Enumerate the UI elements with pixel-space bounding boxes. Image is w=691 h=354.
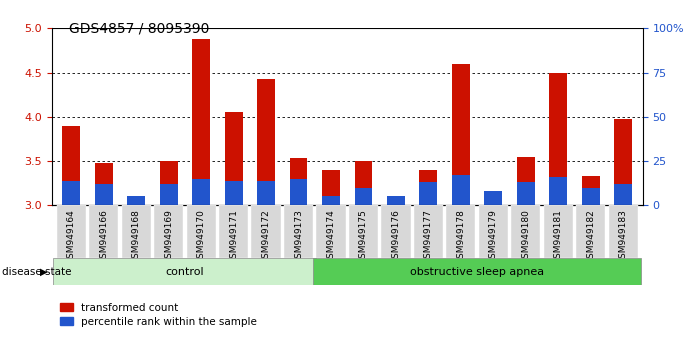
Bar [517, 182, 535, 205]
Text: GSM949177: GSM949177 [424, 210, 433, 264]
Text: GSM949175: GSM949175 [359, 210, 368, 264]
FancyBboxPatch shape [316, 205, 346, 258]
FancyBboxPatch shape [544, 205, 573, 258]
Text: GSM949173: GSM949173 [294, 210, 303, 264]
FancyBboxPatch shape [252, 205, 281, 258]
Bar [322, 170, 340, 205]
Text: GSM949179: GSM949179 [489, 210, 498, 264]
Bar [452, 175, 470, 205]
Text: GSM949174: GSM949174 [326, 210, 336, 264]
Bar [354, 188, 372, 205]
Text: GSM949170: GSM949170 [197, 210, 206, 264]
Text: GSM949168: GSM949168 [132, 210, 141, 264]
FancyBboxPatch shape [89, 205, 118, 258]
Bar [517, 157, 535, 205]
Bar [549, 177, 567, 205]
Bar [62, 181, 80, 205]
FancyBboxPatch shape [511, 205, 540, 258]
Bar [95, 184, 113, 205]
Bar [582, 188, 600, 205]
Text: GSM949171: GSM949171 [229, 210, 238, 264]
Bar [160, 184, 178, 205]
FancyBboxPatch shape [446, 205, 475, 258]
Text: disease state: disease state [2, 267, 72, 277]
Text: control: control [166, 267, 205, 277]
FancyBboxPatch shape [609, 205, 638, 258]
Text: GSM949172: GSM949172 [262, 210, 271, 264]
FancyBboxPatch shape [414, 205, 443, 258]
Text: GSM949169: GSM949169 [164, 210, 173, 264]
Bar [127, 196, 145, 205]
Bar [484, 191, 502, 205]
FancyBboxPatch shape [313, 258, 641, 285]
FancyBboxPatch shape [576, 205, 605, 258]
FancyBboxPatch shape [284, 205, 313, 258]
FancyBboxPatch shape [479, 205, 508, 258]
Bar [290, 158, 307, 205]
FancyBboxPatch shape [154, 205, 183, 258]
FancyBboxPatch shape [219, 205, 248, 258]
FancyBboxPatch shape [381, 205, 410, 258]
Bar [614, 119, 632, 205]
Bar [387, 199, 405, 205]
FancyBboxPatch shape [57, 205, 86, 258]
Text: GSM949178: GSM949178 [456, 210, 465, 264]
Bar [127, 201, 145, 205]
Bar [549, 73, 567, 205]
Bar [95, 163, 113, 205]
Bar [257, 79, 275, 205]
Bar [62, 126, 80, 205]
Text: obstructive sleep apnea: obstructive sleep apnea [410, 267, 544, 277]
Text: ▶: ▶ [39, 267, 47, 277]
Bar [225, 113, 243, 205]
Text: GSM949166: GSM949166 [100, 210, 108, 264]
FancyBboxPatch shape [53, 258, 316, 285]
Text: GSM949183: GSM949183 [618, 210, 627, 264]
Bar [354, 161, 372, 205]
Bar [192, 39, 210, 205]
Bar [614, 184, 632, 205]
Bar [225, 181, 243, 205]
Bar [322, 196, 340, 205]
Bar [484, 199, 502, 205]
Text: GSM949164: GSM949164 [67, 210, 76, 264]
Legend: transformed count, percentile rank within the sample: transformed count, percentile rank withi… [61, 303, 257, 327]
FancyBboxPatch shape [187, 205, 216, 258]
Bar [257, 181, 275, 205]
Text: GSM949180: GSM949180 [521, 210, 530, 264]
Bar [452, 64, 470, 205]
Bar [290, 179, 307, 205]
Bar [192, 179, 210, 205]
FancyBboxPatch shape [122, 205, 151, 258]
Bar [160, 161, 178, 205]
Bar [419, 182, 437, 205]
Text: GSM949182: GSM949182 [586, 210, 595, 264]
Text: GSM949181: GSM949181 [553, 210, 562, 264]
Bar [419, 170, 437, 205]
Text: GSM949176: GSM949176 [391, 210, 400, 264]
Bar [387, 196, 405, 205]
Text: GDS4857 / 8095390: GDS4857 / 8095390 [69, 21, 209, 35]
FancyBboxPatch shape [349, 205, 378, 258]
Bar [582, 176, 600, 205]
